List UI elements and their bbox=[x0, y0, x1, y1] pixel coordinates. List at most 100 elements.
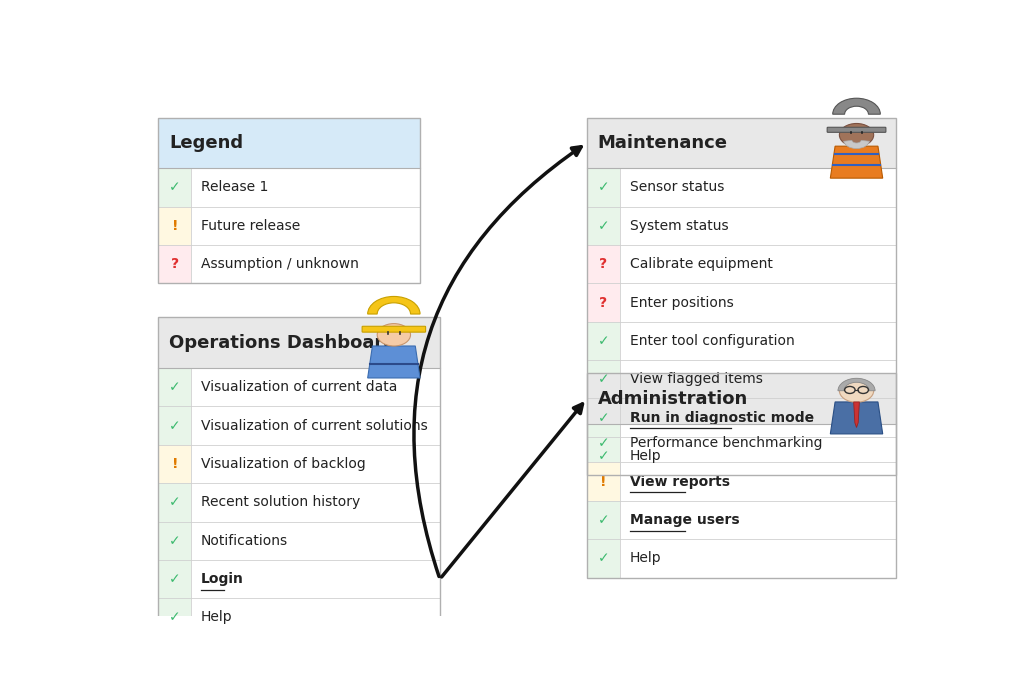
Text: Future release: Future release bbox=[201, 219, 300, 233]
Text: Visualization of current solutions: Visualization of current solutions bbox=[201, 419, 428, 432]
Polygon shape bbox=[854, 402, 859, 428]
Polygon shape bbox=[830, 402, 883, 434]
FancyBboxPatch shape bbox=[158, 318, 440, 368]
Polygon shape bbox=[368, 346, 420, 378]
FancyBboxPatch shape bbox=[587, 501, 620, 539]
Text: Performance benchmarking: Performance benchmarking bbox=[630, 436, 822, 450]
FancyBboxPatch shape bbox=[587, 360, 620, 399]
FancyBboxPatch shape bbox=[158, 406, 440, 445]
Text: ?: ? bbox=[599, 257, 607, 271]
Text: ✓: ✓ bbox=[598, 372, 609, 386]
Circle shape bbox=[840, 123, 873, 147]
Text: ✓: ✓ bbox=[169, 495, 180, 509]
FancyBboxPatch shape bbox=[587, 374, 896, 424]
FancyBboxPatch shape bbox=[158, 168, 420, 207]
Text: ✓: ✓ bbox=[169, 419, 180, 432]
Wedge shape bbox=[838, 379, 876, 391]
FancyBboxPatch shape bbox=[587, 360, 896, 399]
Text: Legend: Legend bbox=[169, 134, 244, 152]
Text: Manage users: Manage users bbox=[630, 513, 739, 527]
Text: ✓: ✓ bbox=[598, 436, 609, 450]
Text: Enter positions: Enter positions bbox=[630, 295, 733, 309]
FancyBboxPatch shape bbox=[587, 501, 896, 539]
Text: !: ! bbox=[600, 475, 606, 489]
Text: Assumption / unknown: Assumption / unknown bbox=[201, 257, 358, 271]
Wedge shape bbox=[844, 140, 869, 149]
Text: ✓: ✓ bbox=[169, 181, 180, 194]
Text: Enter tool configuration: Enter tool configuration bbox=[630, 334, 795, 348]
Text: View flagged items: View flagged items bbox=[630, 372, 763, 386]
FancyBboxPatch shape bbox=[158, 483, 440, 522]
FancyBboxPatch shape bbox=[158, 245, 191, 284]
FancyBboxPatch shape bbox=[587, 207, 620, 245]
FancyBboxPatch shape bbox=[587, 118, 896, 475]
Text: !: ! bbox=[172, 457, 178, 471]
FancyArrowPatch shape bbox=[414, 147, 582, 576]
FancyBboxPatch shape bbox=[587, 168, 896, 207]
Text: View reports: View reports bbox=[630, 475, 729, 489]
Text: Administration: Administration bbox=[598, 390, 749, 408]
FancyBboxPatch shape bbox=[587, 399, 620, 437]
FancyBboxPatch shape bbox=[362, 327, 426, 332]
FancyBboxPatch shape bbox=[587, 539, 896, 578]
FancyBboxPatch shape bbox=[587, 462, 896, 501]
FancyBboxPatch shape bbox=[587, 437, 896, 475]
Text: ✓: ✓ bbox=[169, 572, 180, 586]
FancyBboxPatch shape bbox=[158, 560, 440, 599]
Text: ?: ? bbox=[171, 257, 179, 271]
FancyBboxPatch shape bbox=[158, 118, 420, 284]
Text: Visualization of backlog: Visualization of backlog bbox=[201, 457, 366, 471]
Wedge shape bbox=[368, 296, 420, 314]
FancyBboxPatch shape bbox=[587, 207, 896, 245]
FancyBboxPatch shape bbox=[587, 539, 620, 578]
FancyBboxPatch shape bbox=[587, 424, 620, 462]
FancyBboxPatch shape bbox=[158, 483, 191, 522]
FancyBboxPatch shape bbox=[587, 462, 620, 501]
Text: Recent solution history: Recent solution history bbox=[201, 495, 360, 509]
Text: ✓: ✓ bbox=[598, 334, 609, 348]
FancyBboxPatch shape bbox=[827, 127, 886, 132]
Text: Help: Help bbox=[201, 610, 232, 624]
Text: ✓: ✓ bbox=[598, 513, 609, 527]
Circle shape bbox=[840, 379, 873, 402]
FancyBboxPatch shape bbox=[158, 445, 440, 483]
FancyBboxPatch shape bbox=[158, 522, 440, 560]
FancyBboxPatch shape bbox=[587, 374, 896, 578]
Text: ✓: ✓ bbox=[598, 219, 609, 233]
FancyBboxPatch shape bbox=[158, 207, 420, 245]
Text: Operations Dashboard: Operations Dashboard bbox=[169, 334, 396, 352]
FancyBboxPatch shape bbox=[158, 599, 440, 637]
FancyBboxPatch shape bbox=[158, 406, 191, 445]
FancyBboxPatch shape bbox=[587, 399, 896, 437]
Text: Help: Help bbox=[630, 552, 662, 565]
Text: ✓: ✓ bbox=[598, 181, 609, 194]
FancyBboxPatch shape bbox=[158, 368, 191, 406]
Text: Maintenance: Maintenance bbox=[598, 134, 728, 152]
FancyBboxPatch shape bbox=[587, 322, 896, 360]
Wedge shape bbox=[833, 98, 881, 114]
Text: Visualization of current data: Visualization of current data bbox=[201, 381, 397, 394]
Text: Run in diagnostic mode: Run in diagnostic mode bbox=[630, 410, 814, 425]
FancyBboxPatch shape bbox=[158, 522, 191, 560]
FancyArrowPatch shape bbox=[441, 404, 583, 577]
FancyBboxPatch shape bbox=[158, 445, 191, 483]
FancyBboxPatch shape bbox=[587, 245, 620, 284]
FancyBboxPatch shape bbox=[587, 284, 896, 322]
Text: ✓: ✓ bbox=[598, 410, 609, 425]
Polygon shape bbox=[830, 146, 883, 178]
FancyBboxPatch shape bbox=[587, 424, 896, 462]
FancyBboxPatch shape bbox=[158, 560, 191, 599]
FancyBboxPatch shape bbox=[587, 168, 620, 207]
Text: Release 1: Release 1 bbox=[201, 181, 268, 194]
FancyBboxPatch shape bbox=[587, 245, 896, 284]
Text: ?: ? bbox=[599, 295, 607, 309]
Text: Calibrate equipment: Calibrate equipment bbox=[630, 257, 772, 271]
Text: Help: Help bbox=[630, 449, 662, 463]
FancyBboxPatch shape bbox=[158, 245, 420, 284]
Text: ✓: ✓ bbox=[598, 449, 609, 463]
FancyBboxPatch shape bbox=[587, 284, 620, 322]
FancyBboxPatch shape bbox=[587, 322, 620, 360]
Text: !: ! bbox=[172, 219, 178, 233]
FancyBboxPatch shape bbox=[158, 368, 440, 406]
Text: Notifications: Notifications bbox=[201, 534, 288, 548]
